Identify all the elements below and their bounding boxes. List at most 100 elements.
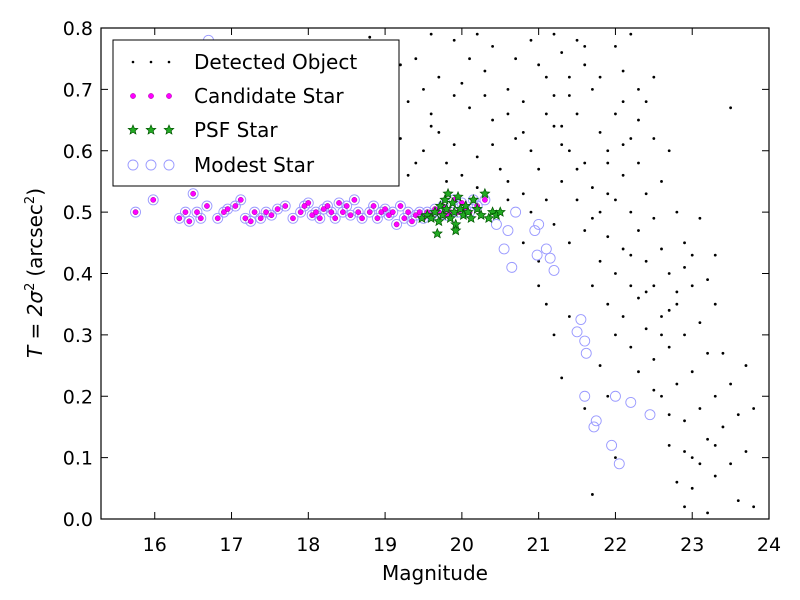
detected-object-point: [606, 235, 610, 239]
psf-star-point: [467, 193, 480, 205]
modest-star-point: [222, 203, 234, 215]
detected-object-point: [606, 149, 610, 153]
psf-star-point: [439, 193, 451, 205]
modest-star-point: [588, 421, 600, 433]
y-tick-label: 0.2: [63, 386, 93, 408]
modest-star-point: [260, 206, 272, 218]
candidate-star-point: [316, 215, 323, 222]
candidate-star-point: [393, 221, 400, 228]
detected-object-point: [614, 456, 617, 460]
detected-object-point: [583, 161, 587, 165]
detected-object-point: [560, 180, 564, 183]
y-tick-label: 0.0: [63, 509, 93, 531]
y-tick-label: 0.8: [63, 18, 93, 40]
candidate-star-point: [224, 206, 231, 212]
detected-object-point: [452, 94, 456, 97]
modest-star-point: [235, 194, 247, 206]
detected-object-point: [544, 302, 548, 306]
detected-object-point: [560, 124, 564, 128]
detected-object-point: [445, 161, 448, 165]
detected-object-point: [529, 210, 533, 214]
detected-object-point: [614, 333, 617, 337]
modest-star-point: [239, 212, 251, 224]
modest-star-point: [398, 212, 410, 224]
detected-object-point: [667, 345, 671, 349]
detected-object-point: [460, 81, 464, 85]
detected-object-point: [437, 75, 441, 79]
psf-star-point: [471, 203, 483, 214]
candidate-star-point: [247, 218, 254, 225]
detected-object-point: [475, 32, 479, 36]
detected-object-point: [506, 180, 510, 183]
detected-object-point: [706, 437, 709, 441]
candidate-star-point: [382, 206, 388, 212]
candidate-star-point: [257, 215, 264, 222]
detected-object-point: [752, 505, 756, 509]
modest-star-point: [490, 218, 502, 230]
detected-object-point: [637, 370, 640, 374]
candidate-star-point: [176, 215, 183, 222]
detected-object-point: [583, 229, 587, 232]
modest-star-point: [229, 200, 241, 212]
detected-object-point: [667, 272, 671, 275]
detected-object-point: [660, 394, 663, 398]
detected-object-point: [690, 456, 694, 460]
detected-object-point: [644, 290, 648, 294]
detected-object-point: [606, 192, 610, 196]
modest-star-point: [531, 249, 543, 261]
detected-object-point: [652, 75, 656, 79]
detected-object-point: [445, 180, 448, 183]
detected-object-point: [629, 345, 633, 349]
candidate-star-point: [251, 209, 258, 215]
detected-object-point: [422, 149, 425, 153]
candidate-star-point: [268, 212, 275, 219]
x-tick-label: 19: [373, 534, 397, 556]
detected-object-point: [660, 333, 663, 337]
modest-star-point: [402, 206, 414, 218]
modest-star-point: [183, 215, 195, 227]
modest-star-point: [279, 200, 291, 212]
detected-object-point: [521, 130, 525, 134]
modest-star-point: [249, 206, 261, 218]
detected-object-point: [637, 87, 640, 91]
detected-object-point: [560, 376, 564, 380]
detected-object-point: [752, 407, 756, 410]
psf-star-point: [429, 206, 441, 217]
modest-star-point: [609, 390, 621, 402]
candidate-star-point: [194, 209, 200, 215]
detected-object-point: [598, 364, 602, 367]
detected-object-point: [567, 94, 571, 97]
modest-star-point: [644, 409, 656, 421]
modest-star-point: [191, 206, 203, 218]
detected-object-point: [406, 100, 410, 104]
candidate-star-point: [359, 215, 365, 222]
detected-object-point: [537, 284, 541, 288]
detected-object-point: [591, 493, 594, 496]
y-tick-label: 0.3: [63, 325, 93, 347]
detected-object-point: [675, 290, 679, 294]
psf-star-point: [483, 212, 495, 224]
modest-star-point: [575, 314, 587, 325]
detected-object-point: [690, 284, 694, 288]
modest-star-point: [387, 206, 399, 218]
candidate-star-point: [186, 218, 193, 225]
detected-object-point: [652, 388, 656, 392]
detected-object-point: [483, 69, 487, 73]
x-tick-label: 18: [296, 534, 320, 556]
detected-object-point: [721, 425, 725, 429]
modest-star-point: [318, 203, 330, 215]
detected-object-point: [468, 57, 471, 61]
y-axis-label-math: T = 2σ: [23, 290, 47, 358]
x-tick-label: 23: [680, 534, 704, 556]
detected-object-point: [529, 149, 533, 153]
modest-star-point: [613, 458, 625, 470]
psf-star-point: [450, 224, 462, 236]
detected-object-point: [629, 137, 633, 140]
candidate-star-point: [366, 209, 373, 215]
detected-object-point: [683, 419, 686, 423]
detected-object-point: [667, 149, 671, 153]
detected-object-point: [744, 364, 748, 367]
detected-object-point: [698, 462, 702, 466]
x-tick-label: 16: [143, 534, 167, 556]
candidate-star-point: [313, 209, 319, 215]
